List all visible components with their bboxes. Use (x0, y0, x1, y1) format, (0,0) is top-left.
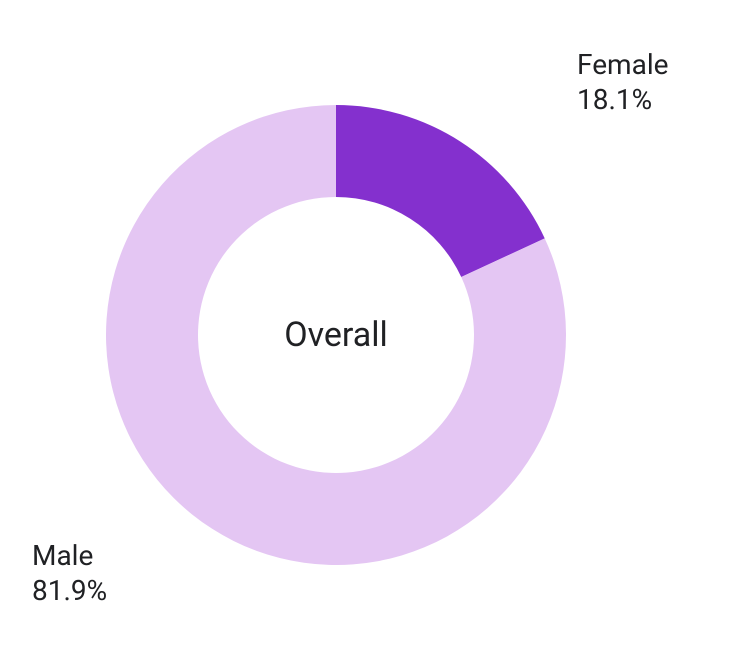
donut-center-label: Overall (236, 315, 436, 355)
slice-label-male: Male81.9% (32, 538, 107, 608)
donut-chart: Overall Female18.1% Male81.9% (0, 0, 748, 650)
slice-label-percent: 18.1% (577, 82, 668, 117)
slice-label-percent: 81.9% (32, 573, 107, 608)
donut-slice-female (336, 105, 545, 277)
slice-label-name: Male (32, 538, 107, 573)
slice-label-female: Female18.1% (577, 47, 668, 117)
slice-label-name: Female (577, 47, 668, 82)
